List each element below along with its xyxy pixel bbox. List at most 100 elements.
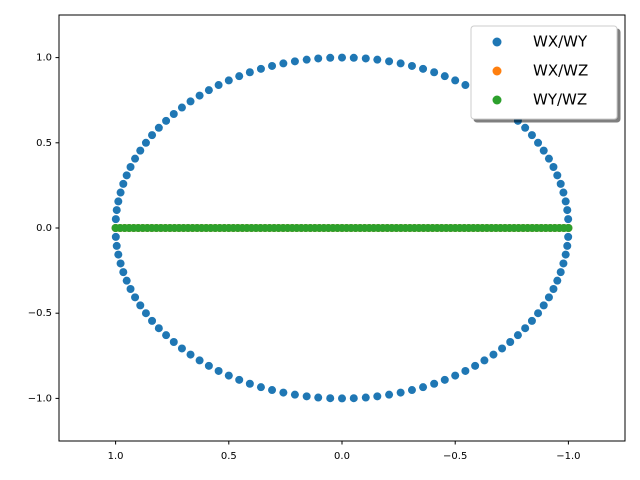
legend-marker — [492, 66, 502, 76]
scatter-point — [407, 61, 416, 70]
scatter-point — [527, 131, 536, 140]
scatter-point — [235, 72, 244, 81]
x-tick-label: −0.5 — [443, 451, 467, 462]
scatter-point — [224, 371, 233, 380]
scatter-point — [131, 154, 140, 163]
scatter-point — [471, 361, 480, 370]
legend-label: WX/WZ — [533, 62, 588, 80]
scatter-point — [204, 86, 213, 95]
scatter-point — [224, 76, 233, 85]
y-tick-label: 0.0 — [36, 223, 52, 234]
scatter-point — [326, 394, 335, 403]
scatter-point — [290, 57, 299, 66]
scatter-point — [451, 76, 460, 85]
scatter-point — [116, 188, 125, 197]
scatter-point — [396, 388, 405, 397]
scatter-point — [556, 268, 565, 277]
scatter-point — [559, 188, 568, 197]
scatter-point — [126, 162, 135, 171]
legend-marker — [492, 95, 502, 105]
scatter-point — [461, 81, 470, 90]
scatter-point — [349, 394, 358, 403]
scatter-point — [119, 268, 128, 277]
scatter-point — [527, 316, 536, 325]
scatter-point — [186, 97, 195, 106]
scatter-point — [498, 344, 507, 353]
scatter-point — [114, 250, 123, 259]
scatter-point — [214, 366, 223, 375]
legend-marker — [492, 37, 502, 47]
x-tick-label: 0.0 — [334, 451, 350, 462]
scatter-point — [563, 206, 572, 215]
scatter-point — [256, 64, 265, 73]
scatter-point — [314, 393, 323, 402]
scatter-point — [195, 91, 204, 100]
scatter-point — [131, 293, 140, 302]
scatter-point — [148, 131, 157, 140]
scatter-point — [534, 309, 543, 318]
scatter-point — [430, 379, 439, 388]
legend-label: WY/WZ — [533, 91, 587, 109]
scatter-point — [407, 386, 416, 395]
scatter-point — [302, 55, 311, 64]
scatter-point — [361, 54, 370, 63]
scatter-point — [169, 110, 178, 119]
scatter-point — [521, 123, 530, 132]
y-tick-label: −1.0 — [28, 393, 52, 404]
y-tick-label: −0.5 — [28, 308, 52, 319]
scatter-point — [549, 162, 558, 171]
scatter-point — [268, 61, 277, 70]
scatter-point — [204, 361, 213, 370]
scatter-point — [556, 179, 565, 188]
x-tick-label: 1.0 — [108, 451, 124, 462]
scatter-point — [186, 350, 195, 359]
scatter-point — [461, 366, 470, 375]
scatter-point — [122, 171, 131, 180]
scatter-point — [349, 53, 358, 62]
scatter-point — [549, 285, 558, 294]
scatter-point — [214, 81, 223, 90]
scatter-point — [440, 375, 449, 384]
scatter-point — [385, 390, 394, 399]
scatter-point — [419, 64, 428, 73]
legend-label: WX/WY — [533, 33, 588, 51]
scatter-point — [564, 232, 573, 241]
scatter-point — [148, 316, 157, 325]
legend: WX/WY WX/WZ WY/WZ — [470, 25, 618, 120]
scatter-point — [279, 388, 288, 397]
scatter-point — [162, 331, 171, 340]
scatter-point — [553, 276, 562, 285]
scatter-point — [195, 356, 204, 365]
scatter-point — [177, 103, 186, 112]
x-tick-label: 0.5 — [221, 451, 237, 462]
scatter-point — [256, 383, 265, 392]
scatter-point — [534, 138, 543, 147]
scatter-point — [480, 356, 489, 365]
legend-box — [470, 25, 618, 120]
scatter-point — [162, 116, 171, 125]
scatter-point — [396, 59, 405, 68]
scatter-point — [561, 250, 570, 259]
scatter-point — [430, 68, 439, 77]
scatter-point — [419, 383, 428, 392]
scatter-point — [559, 259, 568, 268]
scatter-point — [563, 241, 572, 250]
scatter-point — [114, 197, 123, 206]
scatter-point — [268, 386, 277, 395]
scatter-point — [235, 375, 244, 384]
scatter-point — [119, 179, 128, 188]
scatter-point — [154, 324, 163, 333]
scatter-point — [373, 55, 382, 64]
scatter-point — [539, 146, 548, 155]
scatter-point — [112, 206, 121, 215]
scatter-point — [521, 324, 530, 333]
scatter-point — [245, 379, 254, 388]
scatter-point — [544, 154, 553, 163]
scatter-point — [290, 390, 299, 399]
scatter-point — [338, 53, 346, 62]
scatter-point — [385, 57, 394, 66]
scatter-point — [544, 293, 553, 302]
x-tick-label: −1.0 — [556, 451, 580, 462]
scatter-point — [245, 68, 254, 77]
